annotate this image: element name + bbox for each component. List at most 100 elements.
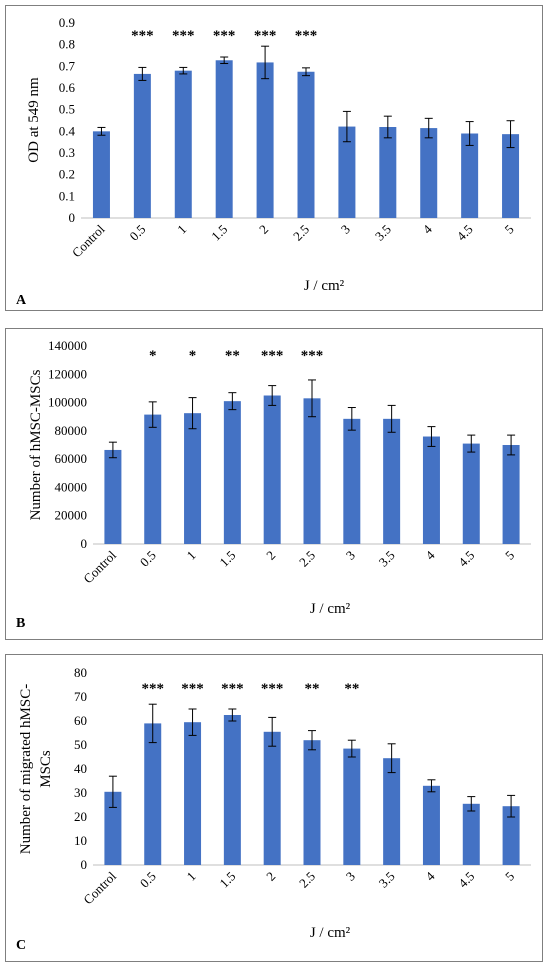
x-tick-label: Control [80,868,119,907]
panel-b: 0 20000 40000 60000 80000 100000 120000 140000 C… [5,328,543,640]
y-tick-label: 40 [74,761,87,776]
bar [144,414,162,544]
y-tick-label: 0.3 [59,145,75,160]
y-axis-label: MSCs [38,750,54,788]
y-tick-label: 40000 [55,479,88,494]
y-tick-label: 120000 [48,366,87,381]
x-tick-label: 3 [343,548,358,563]
significance-label: *** [172,28,195,44]
significance-label: *** [213,28,236,44]
bar [303,740,321,865]
bar [104,449,122,544]
y-tick-label: 0 [81,536,88,551]
panel-letter: A [16,293,27,308]
x-tick-label: 2.5 [290,222,312,244]
y-tick-label: 20000 [55,508,88,523]
bar [215,60,233,219]
bar [184,413,202,544]
bar [343,418,361,544]
x-tick-label: 1.5 [216,548,238,570]
bar [379,127,397,218]
panel-letter: B [16,616,25,631]
y-tick-label: 100000 [48,395,87,410]
bar [383,758,401,865]
y-tick-label: 70 [74,689,87,704]
bar [338,126,356,218]
bar [502,445,520,544]
y-tick-label: 140000 [48,338,87,353]
x-axis-label: J / cm² [310,925,351,941]
y-tick-label: 0 [69,210,76,225]
significance-label: ** [225,348,240,364]
significance-label: * [149,348,157,364]
x-tick-label: 2 [263,869,278,884]
y-tick-label: 0.8 [59,37,75,52]
bar [343,748,361,865]
x-tick-label: 4.5 [455,548,477,570]
x-tick-label: 4 [420,221,436,237]
y-tick-label: 80000 [55,423,88,438]
x-tick-label: 5 [502,869,517,884]
bar [223,401,241,544]
y-tick-label: 20 [74,809,87,824]
x-tick-label: 1 [183,548,198,563]
significance-label: *** [261,681,284,697]
y-tick-label: 60000 [55,451,88,466]
y-axis-label: Number of hMSC-MSCs [28,369,44,520]
y-tick-label: 0.7 [59,58,76,73]
y-tick-label: 50 [74,737,87,752]
x-tick-label: 1 [183,869,198,884]
bar [422,785,440,865]
bar [133,73,151,219]
significance-label: *** [261,348,284,364]
x-tick-label: 3.5 [372,222,394,244]
y-tick-label: 0.1 [59,188,75,203]
x-tick-label: 0.5 [126,222,148,244]
bar [297,71,315,218]
chart-b: 0 20000 40000 60000 80000 100000 120000 140000 C… [16,338,531,631]
x-tick-label: 4 [422,868,438,884]
x-tick-label: Control [69,221,108,260]
x-tick-label: 3.5 [376,869,398,891]
bar [461,133,479,218]
significance-label: ** [344,681,359,697]
x-tick-label: 5 [501,222,516,237]
y-tick-label: 0.9 [59,15,75,30]
significance-label: *** [254,28,277,44]
bar [174,70,192,219]
significance-label: * [189,348,197,364]
bar [462,803,480,865]
x-tick-label: 1.5 [216,869,238,891]
y-tick-label: 80 [74,665,87,680]
x-tick-label: 3 [338,222,353,237]
significance-label: ** [305,681,320,697]
x-tick-label: 2 [256,222,271,237]
bar [502,806,520,865]
y-axis-label: Number of migrated hMSC- [18,684,34,854]
bar [263,395,281,544]
x-tick-label: 2 [263,548,278,563]
x-tick-label: 0.5 [137,548,159,570]
x-tick-label: 0.5 [137,869,159,891]
chart-c: 0 10 20 30 40 50 60 70 80 Control *** 0.5 *** 1 *** 1.5… [16,665,531,953]
bar [462,443,480,544]
significance-label: *** [181,681,204,697]
significance-label: *** [301,348,324,364]
bar [263,731,281,865]
significance-label: *** [131,28,154,44]
significance-label: *** [295,28,318,44]
x-tick-label: 3.5 [376,548,398,570]
x-tick-label: 4 [422,547,438,563]
bar [256,62,274,218]
y-axis-label: OD at 549 nm [26,77,42,163]
bar [92,131,110,218]
x-tick-label: 1 [174,222,189,237]
x-tick-label: 2.5 [296,548,318,570]
bar [104,791,122,865]
significance-label: *** [221,681,244,697]
bar [502,134,520,218]
y-tick-label: 0.4 [59,123,76,138]
chart-a: 0 0.1 0.2 0.3 0.4 0.5 0.6 0.7 0.8 0.9 Control *** 0.… [16,15,531,308]
y-tick-label: 0 [81,857,88,872]
x-tick-label: 3 [343,869,358,884]
